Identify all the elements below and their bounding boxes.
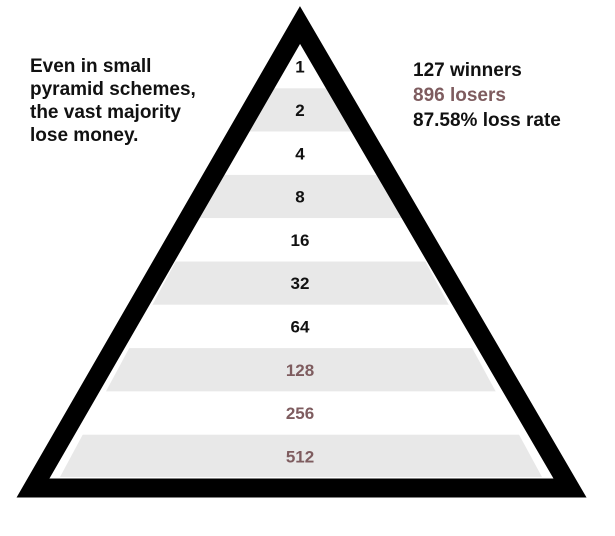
pyramid-level-label: 128 xyxy=(286,361,314,380)
caption-line-3: the vast majority xyxy=(30,102,181,123)
pyramid-outline xyxy=(16,6,587,498)
winners-count: 127 winners xyxy=(413,60,522,81)
pyramid-level-label: 8 xyxy=(295,188,304,207)
pyramid-band xyxy=(60,131,542,175)
losers-count: 896 losers xyxy=(413,85,506,106)
pyramid-band xyxy=(60,391,542,435)
stats-panel: 127 winners 896 losers 87.58% loss rate xyxy=(413,58,608,133)
pyramid-level-label: 4 xyxy=(295,144,305,163)
pyramid-band xyxy=(60,434,542,477)
caption-line-2: pyramid schemes, xyxy=(30,79,196,100)
pyramid-level-label: 16 xyxy=(291,231,310,250)
pyramid-level-label: 64 xyxy=(291,317,310,336)
pyramid-band xyxy=(60,348,542,392)
pyramid-level-label: 32 xyxy=(291,274,310,293)
pyramid-band xyxy=(60,88,542,132)
caption-line-4: lose money. xyxy=(30,125,139,146)
pyramid-labels: 1 2 4 8 16 32 64 128 256 512 xyxy=(286,58,314,467)
pyramid-level-label: 1 xyxy=(295,58,304,77)
pyramid-level-label: 512 xyxy=(286,447,314,466)
pyramid-band xyxy=(60,174,542,219)
caption-line-1: Even in small xyxy=(30,56,152,77)
loss-rate: 87.58% loss rate xyxy=(413,110,561,131)
pyramid-level-label: 2 xyxy=(295,101,304,120)
pyramid-level-label: 256 xyxy=(286,404,314,423)
caption: Even in small pyramid schemes, the vast … xyxy=(30,55,270,147)
